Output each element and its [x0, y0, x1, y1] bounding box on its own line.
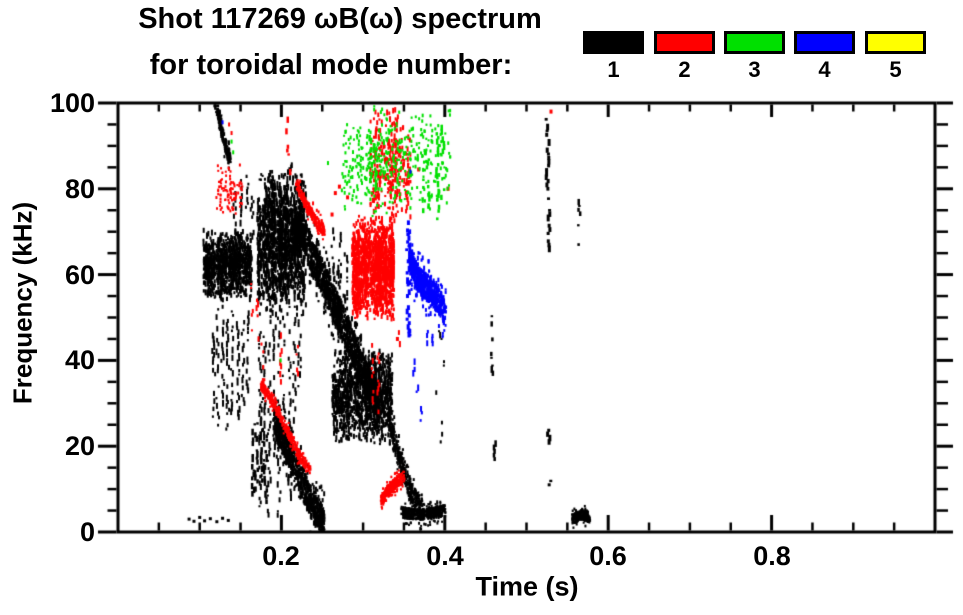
chart-title-line1: Shot 117269 ωB(ω) spectrum: [138, 3, 542, 35]
legend-swatch-mode-1: [583, 31, 644, 54]
x-tick-label-0.2: 0.2: [262, 541, 300, 571]
legend-label-mode-2: 2: [678, 57, 691, 82]
y-tick-label-40: 40: [64, 345, 95, 375]
y-tick-label-100: 100: [49, 88, 95, 118]
legend-label-mode-1: 1: [607, 57, 620, 82]
y-tick-label-0: 0: [79, 517, 95, 547]
chart-title-line2: for toroidal mode number:: [149, 49, 513, 81]
x-tick-label-0.4: 0.4: [426, 541, 464, 571]
legend-label-mode-3: 3: [748, 57, 761, 82]
legend-swatch-mode-4: [794, 31, 855, 54]
legend-swatch-mode-5: [865, 31, 926, 54]
y-tick-label-80: 80: [64, 174, 95, 204]
x-tick-label-0.8: 0.8: [753, 541, 791, 571]
y-tick-label-60: 60: [64, 260, 95, 290]
legend-label-mode-5: 5: [889, 57, 902, 82]
legend-swatch-mode-2: [654, 31, 715, 54]
legend-label-mode-4: 4: [818, 57, 831, 82]
x-axis-title: Time (s): [475, 571, 579, 602]
y-tick-label-20: 20: [64, 431, 95, 461]
x-tick-label-0.6: 0.6: [589, 541, 627, 571]
legend-swatch-mode-3: [724, 31, 785, 54]
y-axis-title: Frequency (kHz): [7, 201, 38, 405]
